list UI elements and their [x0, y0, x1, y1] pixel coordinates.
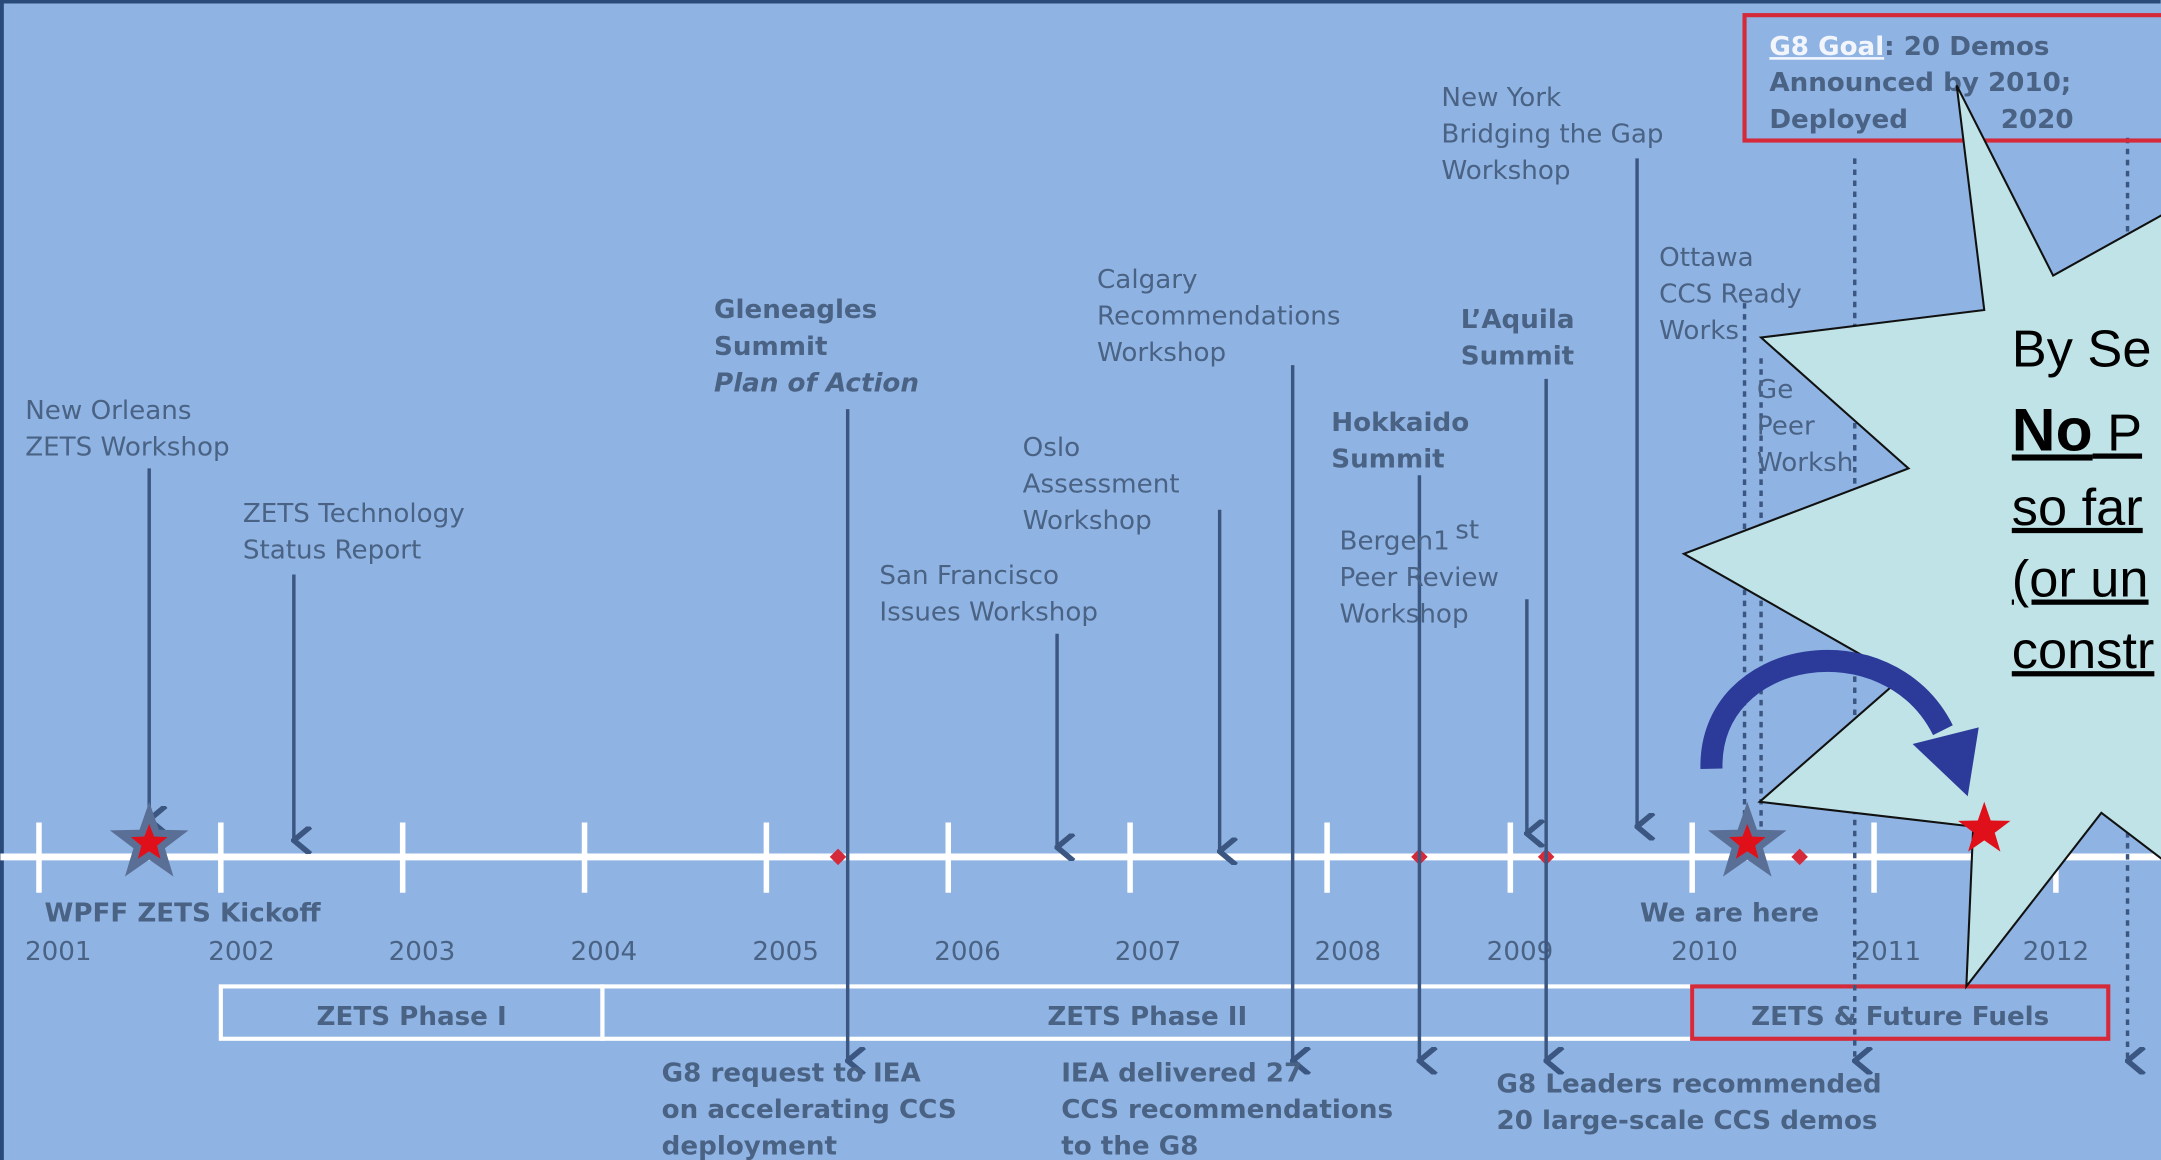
phase-label: ZETS Phase I: [317, 1002, 507, 1032]
year-label: 2005: [752, 937, 819, 967]
phase-box: [1690, 984, 2111, 1041]
goal-text: : 20 Demos: [1884, 32, 2049, 62]
callout-text: constr: [2012, 622, 2155, 680]
event-label: Hokkaido: [1331, 408, 1469, 438]
event-label: Recommendations: [1097, 301, 1340, 331]
phase-label: ZETS & Future Fuels: [1751, 1002, 2049, 1032]
callout-text: No P: [2012, 395, 2142, 463]
starburst: [1681, 84, 2161, 990]
year-label: 2006: [934, 937, 1001, 967]
event-label: Bridging the Gap: [1441, 120, 1663, 150]
event-label: Workshop: [1340, 600, 1469, 630]
event-superscript: st: [1455, 516, 1479, 546]
event-label: L’Aquila: [1461, 305, 1575, 335]
year-label: 2010: [1671, 937, 1738, 967]
note-label: 20 large-scale CCS demos: [1497, 1106, 1878, 1136]
callout-strong: No: [2012, 395, 2093, 463]
event-label: Workshop: [1097, 338, 1226, 368]
event-label: ZETS Workshop: [25, 432, 229, 462]
year-label: 2001: [25, 937, 92, 967]
here-label: We are here: [1640, 899, 1819, 929]
event-label: Peer: [1757, 412, 1815, 442]
year-label: 2012: [2023, 937, 2090, 967]
goal-box: [1742, 13, 2161, 143]
note-label: G8 request to IEA: [662, 1058, 922, 1088]
star-core: [130, 823, 168, 859]
event-label: Summit: [1461, 341, 1574, 371]
goal-line: 2020: [2001, 105, 2074, 135]
year-label: 2011: [1855, 937, 1922, 967]
year-label: 2009: [1487, 937, 1554, 967]
event-label: Plan of Action: [714, 368, 919, 398]
year-label: 2003: [389, 937, 456, 967]
note-label: CCS recommendations: [1061, 1095, 1393, 1125]
event-label: Bergen1: [1340, 527, 1450, 557]
event-label: Worksh: [1757, 448, 1853, 478]
callout-text: (or un: [2012, 551, 2149, 609]
event-label: Status Report: [243, 536, 421, 566]
event-label: Summit: [1331, 445, 1444, 475]
event-label: Issues Workshop: [879, 598, 1098, 628]
year-label: 2007: [1115, 937, 1182, 967]
event-label: San Francisco: [879, 561, 1059, 591]
event-label: Ge: [1757, 375, 1793, 405]
event-label: Workshop: [1023, 506, 1152, 536]
curved-arrowhead: [1912, 727, 1979, 797]
callout-text: P: [2093, 404, 2142, 462]
event-label: Gleneagles: [714, 295, 877, 325]
event-label: CCS Ready: [1659, 279, 1802, 309]
note-label: on accelerating CCS: [662, 1095, 957, 1125]
star-core: [1728, 823, 1766, 859]
callout-text: so far: [2012, 479, 2143, 537]
red-star: [1958, 801, 2011, 852]
event-label: ZETS Technology: [243, 499, 465, 529]
event-label: New York: [1441, 83, 1562, 113]
goal-label: G8 Goal: [1769, 32, 1884, 62]
note-label: to the G8: [1061, 1131, 1198, 1160]
goal-line: Deployed: [1769, 105, 1908, 135]
event-label: Ottawa: [1659, 243, 1754, 273]
event-label: Calgary: [1097, 265, 1197, 295]
event-label: Oslo: [1023, 433, 1080, 463]
goal-line: Announced by 2010;: [1769, 68, 2071, 98]
year-label: 2004: [571, 937, 638, 967]
kickoff-label: WPFF ZETS Kickoff: [44, 899, 321, 929]
year-label: 2002: [208, 937, 275, 967]
event-label: Peer Review: [1340, 563, 1499, 593]
callout-text: By Se: [2012, 320, 2152, 378]
goal-line: G8 Goal: 20 Demos: [1769, 32, 2049, 62]
event-label: Assessment: [1023, 470, 1180, 500]
year-label: 2008: [1314, 937, 1381, 967]
note-label: IEA delivered 27: [1061, 1058, 1302, 1088]
event-label: New Orleans: [25, 396, 191, 426]
curved-arrow: [1700, 649, 1953, 769]
note-label: G8 Leaders recommended: [1497, 1069, 1882, 1099]
event-label: Works: [1659, 316, 1739, 346]
phase-label: ZETS Phase II: [1047, 1002, 1247, 1032]
event-label: Summit: [714, 332, 827, 362]
note-label: deployment: [662, 1131, 837, 1160]
event-label: Workshop: [1441, 156, 1570, 186]
